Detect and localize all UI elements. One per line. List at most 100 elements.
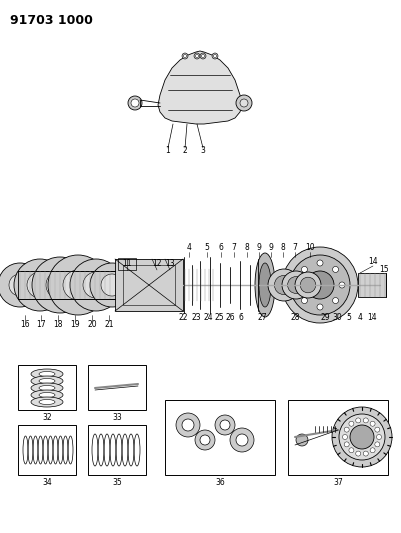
Circle shape [338, 282, 344, 288]
Circle shape [215, 415, 235, 435]
Text: 6: 6 [238, 313, 243, 322]
Circle shape [363, 451, 367, 456]
Circle shape [48, 255, 108, 315]
Circle shape [281, 271, 309, 299]
Text: 33: 33 [112, 414, 122, 423]
Text: 25: 25 [214, 313, 223, 322]
Circle shape [343, 427, 348, 432]
Bar [18, 271, 115, 299]
Text: 3: 3 [200, 146, 205, 155]
Text: 10: 10 [304, 244, 314, 253]
Circle shape [316, 304, 322, 310]
Circle shape [348, 448, 353, 453]
Polygon shape [115, 259, 182, 311]
Ellipse shape [31, 397, 63, 407]
Circle shape [201, 54, 204, 58]
Circle shape [316, 260, 322, 266]
Ellipse shape [39, 372, 55, 376]
Text: 22: 22 [178, 313, 187, 322]
Text: 32: 32 [42, 414, 52, 423]
Circle shape [200, 53, 205, 59]
Circle shape [0, 263, 42, 307]
Ellipse shape [39, 400, 55, 405]
Circle shape [194, 430, 215, 450]
Ellipse shape [39, 385, 55, 391]
Circle shape [70, 259, 122, 311]
Circle shape [294, 282, 300, 288]
Circle shape [46, 271, 74, 299]
Ellipse shape [254, 253, 274, 317]
Circle shape [182, 419, 194, 431]
Text: 8: 8 [280, 244, 285, 253]
Bar [287, 400, 387, 475]
Circle shape [213, 54, 216, 58]
Circle shape [101, 274, 123, 296]
Text: 20: 20 [87, 320, 97, 329]
Text: 29: 29 [319, 313, 329, 322]
Circle shape [63, 270, 93, 300]
Circle shape [281, 247, 357, 323]
Circle shape [301, 297, 307, 304]
Circle shape [200, 435, 209, 445]
Circle shape [219, 420, 229, 430]
Text: 14: 14 [367, 257, 377, 266]
Circle shape [239, 99, 247, 107]
Ellipse shape [31, 376, 63, 386]
Circle shape [14, 259, 66, 311]
Circle shape [374, 427, 379, 432]
Bar [357, 273, 385, 297]
Text: 14: 14 [366, 313, 376, 322]
Bar [18, 425, 76, 475]
Text: 17: 17 [36, 320, 46, 329]
Circle shape [349, 425, 373, 449]
Ellipse shape [31, 383, 63, 393]
Text: 12: 12 [152, 260, 161, 269]
Ellipse shape [39, 378, 55, 384]
Circle shape [348, 421, 353, 426]
Circle shape [305, 271, 333, 299]
Text: 37: 37 [332, 479, 342, 488]
Text: 35: 35 [112, 479, 122, 488]
Circle shape [27, 272, 53, 298]
Circle shape [211, 53, 217, 59]
Bar [88, 425, 146, 475]
Text: 23: 23 [191, 313, 200, 322]
Text: 26: 26 [225, 313, 234, 322]
Bar [118, 258, 136, 270]
Circle shape [274, 276, 293, 295]
Ellipse shape [31, 369, 63, 379]
Circle shape [182, 53, 188, 59]
Bar [18, 365, 76, 410]
Bar [88, 365, 146, 410]
Circle shape [131, 99, 139, 107]
Text: 4: 4 [186, 244, 191, 253]
Circle shape [376, 434, 381, 440]
Text: 2: 2 [182, 146, 187, 155]
Text: 28: 28 [290, 313, 299, 322]
Circle shape [267, 269, 299, 301]
Circle shape [363, 418, 367, 423]
Text: 91703 1000: 91703 1000 [10, 14, 93, 27]
Ellipse shape [39, 392, 55, 398]
Circle shape [300, 277, 315, 293]
Circle shape [355, 418, 360, 423]
Circle shape [355, 451, 360, 456]
Circle shape [176, 413, 200, 437]
Circle shape [342, 434, 346, 440]
Text: 18: 18 [53, 320, 63, 329]
Circle shape [332, 266, 338, 272]
Bar [123, 265, 174, 305]
Circle shape [183, 54, 186, 58]
Text: 19: 19 [70, 320, 80, 329]
Text: 21: 21 [104, 320, 113, 329]
Circle shape [9, 274, 31, 296]
Text: 11: 11 [122, 260, 132, 269]
Circle shape [195, 54, 198, 58]
Text: 15: 15 [378, 265, 388, 274]
Circle shape [343, 442, 348, 447]
Text: 7: 7 [292, 244, 297, 253]
Circle shape [301, 266, 307, 272]
Text: 1: 1 [165, 146, 170, 155]
Circle shape [287, 277, 304, 293]
Circle shape [331, 407, 391, 467]
